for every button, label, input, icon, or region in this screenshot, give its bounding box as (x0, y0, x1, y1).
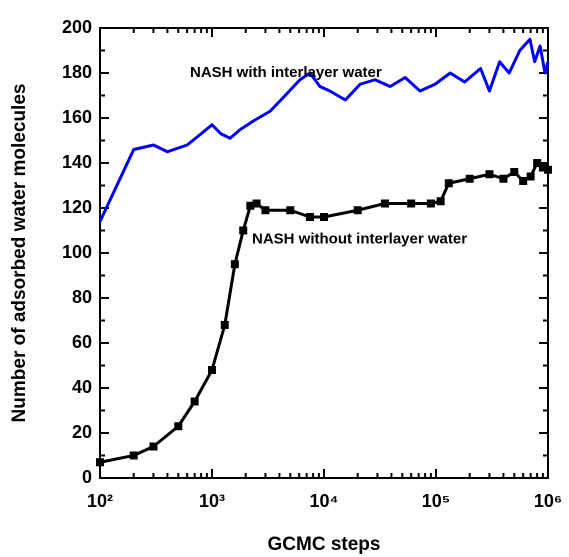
data-marker (407, 199, 416, 208)
data-marker (444, 179, 453, 188)
x-axis-label: GCMC steps (268, 534, 381, 555)
data-marker (174, 422, 183, 431)
y-axis-label: Number of adsorbed water molecules (9, 84, 30, 423)
data-marker (190, 397, 199, 406)
data-marker (252, 199, 261, 208)
x-tick-label: 10⁵ (422, 491, 450, 511)
data-marker (96, 458, 104, 467)
y-tick-label: 100 (62, 242, 92, 262)
series-label: NASH with interlayer water (190, 64, 382, 81)
x-tick-label: 10⁴ (310, 491, 339, 511)
data-marker (538, 163, 547, 172)
x-tick-label: 10² (87, 491, 113, 511)
data-marker (306, 213, 315, 221)
data-marker (436, 197, 445, 206)
data-marker (519, 177, 528, 185)
series-line (98, 37, 550, 223)
data-marker (149, 442, 158, 451)
data-marker (353, 206, 362, 215)
data-marker (485, 170, 494, 179)
data-marker (426, 199, 435, 208)
y-tick-label: 20 (72, 422, 92, 442)
data-marker (246, 201, 255, 210)
data-marker (129, 451, 138, 460)
x-tick-label: 10³ (199, 491, 225, 511)
data-marker (544, 165, 552, 174)
series-line (99, 161, 549, 464)
series-label: NASH without interlayer water (252, 230, 467, 247)
data-marker (220, 321, 229, 329)
data-marker (286, 206, 295, 215)
data-marker (320, 213, 328, 221)
data-marker (380, 199, 389, 208)
data-marker (526, 172, 535, 181)
y-tick-label: 80 (72, 287, 92, 307)
data-marker (533, 159, 542, 167)
data-marker (510, 168, 519, 176)
data-marker (499, 174, 508, 183)
y-tick-label: 120 (62, 197, 92, 217)
y-tick-label: 140 (62, 152, 92, 172)
data-marker (239, 226, 248, 235)
data-marker (208, 366, 216, 374)
x-tick-label: 10⁶ (534, 491, 562, 511)
y-tick-label: 200 (62, 17, 92, 37)
data-marker (261, 206, 270, 215)
y-tick-label: 160 (62, 107, 92, 127)
y-tick-label: 40 (72, 377, 92, 397)
y-tick-label: 0 (82, 467, 92, 487)
y-tick-label: 180 (62, 62, 92, 82)
data-marker (465, 174, 474, 183)
data-marker (230, 260, 239, 269)
plot-frame (99, 27, 549, 479)
y-tick-label: 60 (72, 332, 92, 352)
